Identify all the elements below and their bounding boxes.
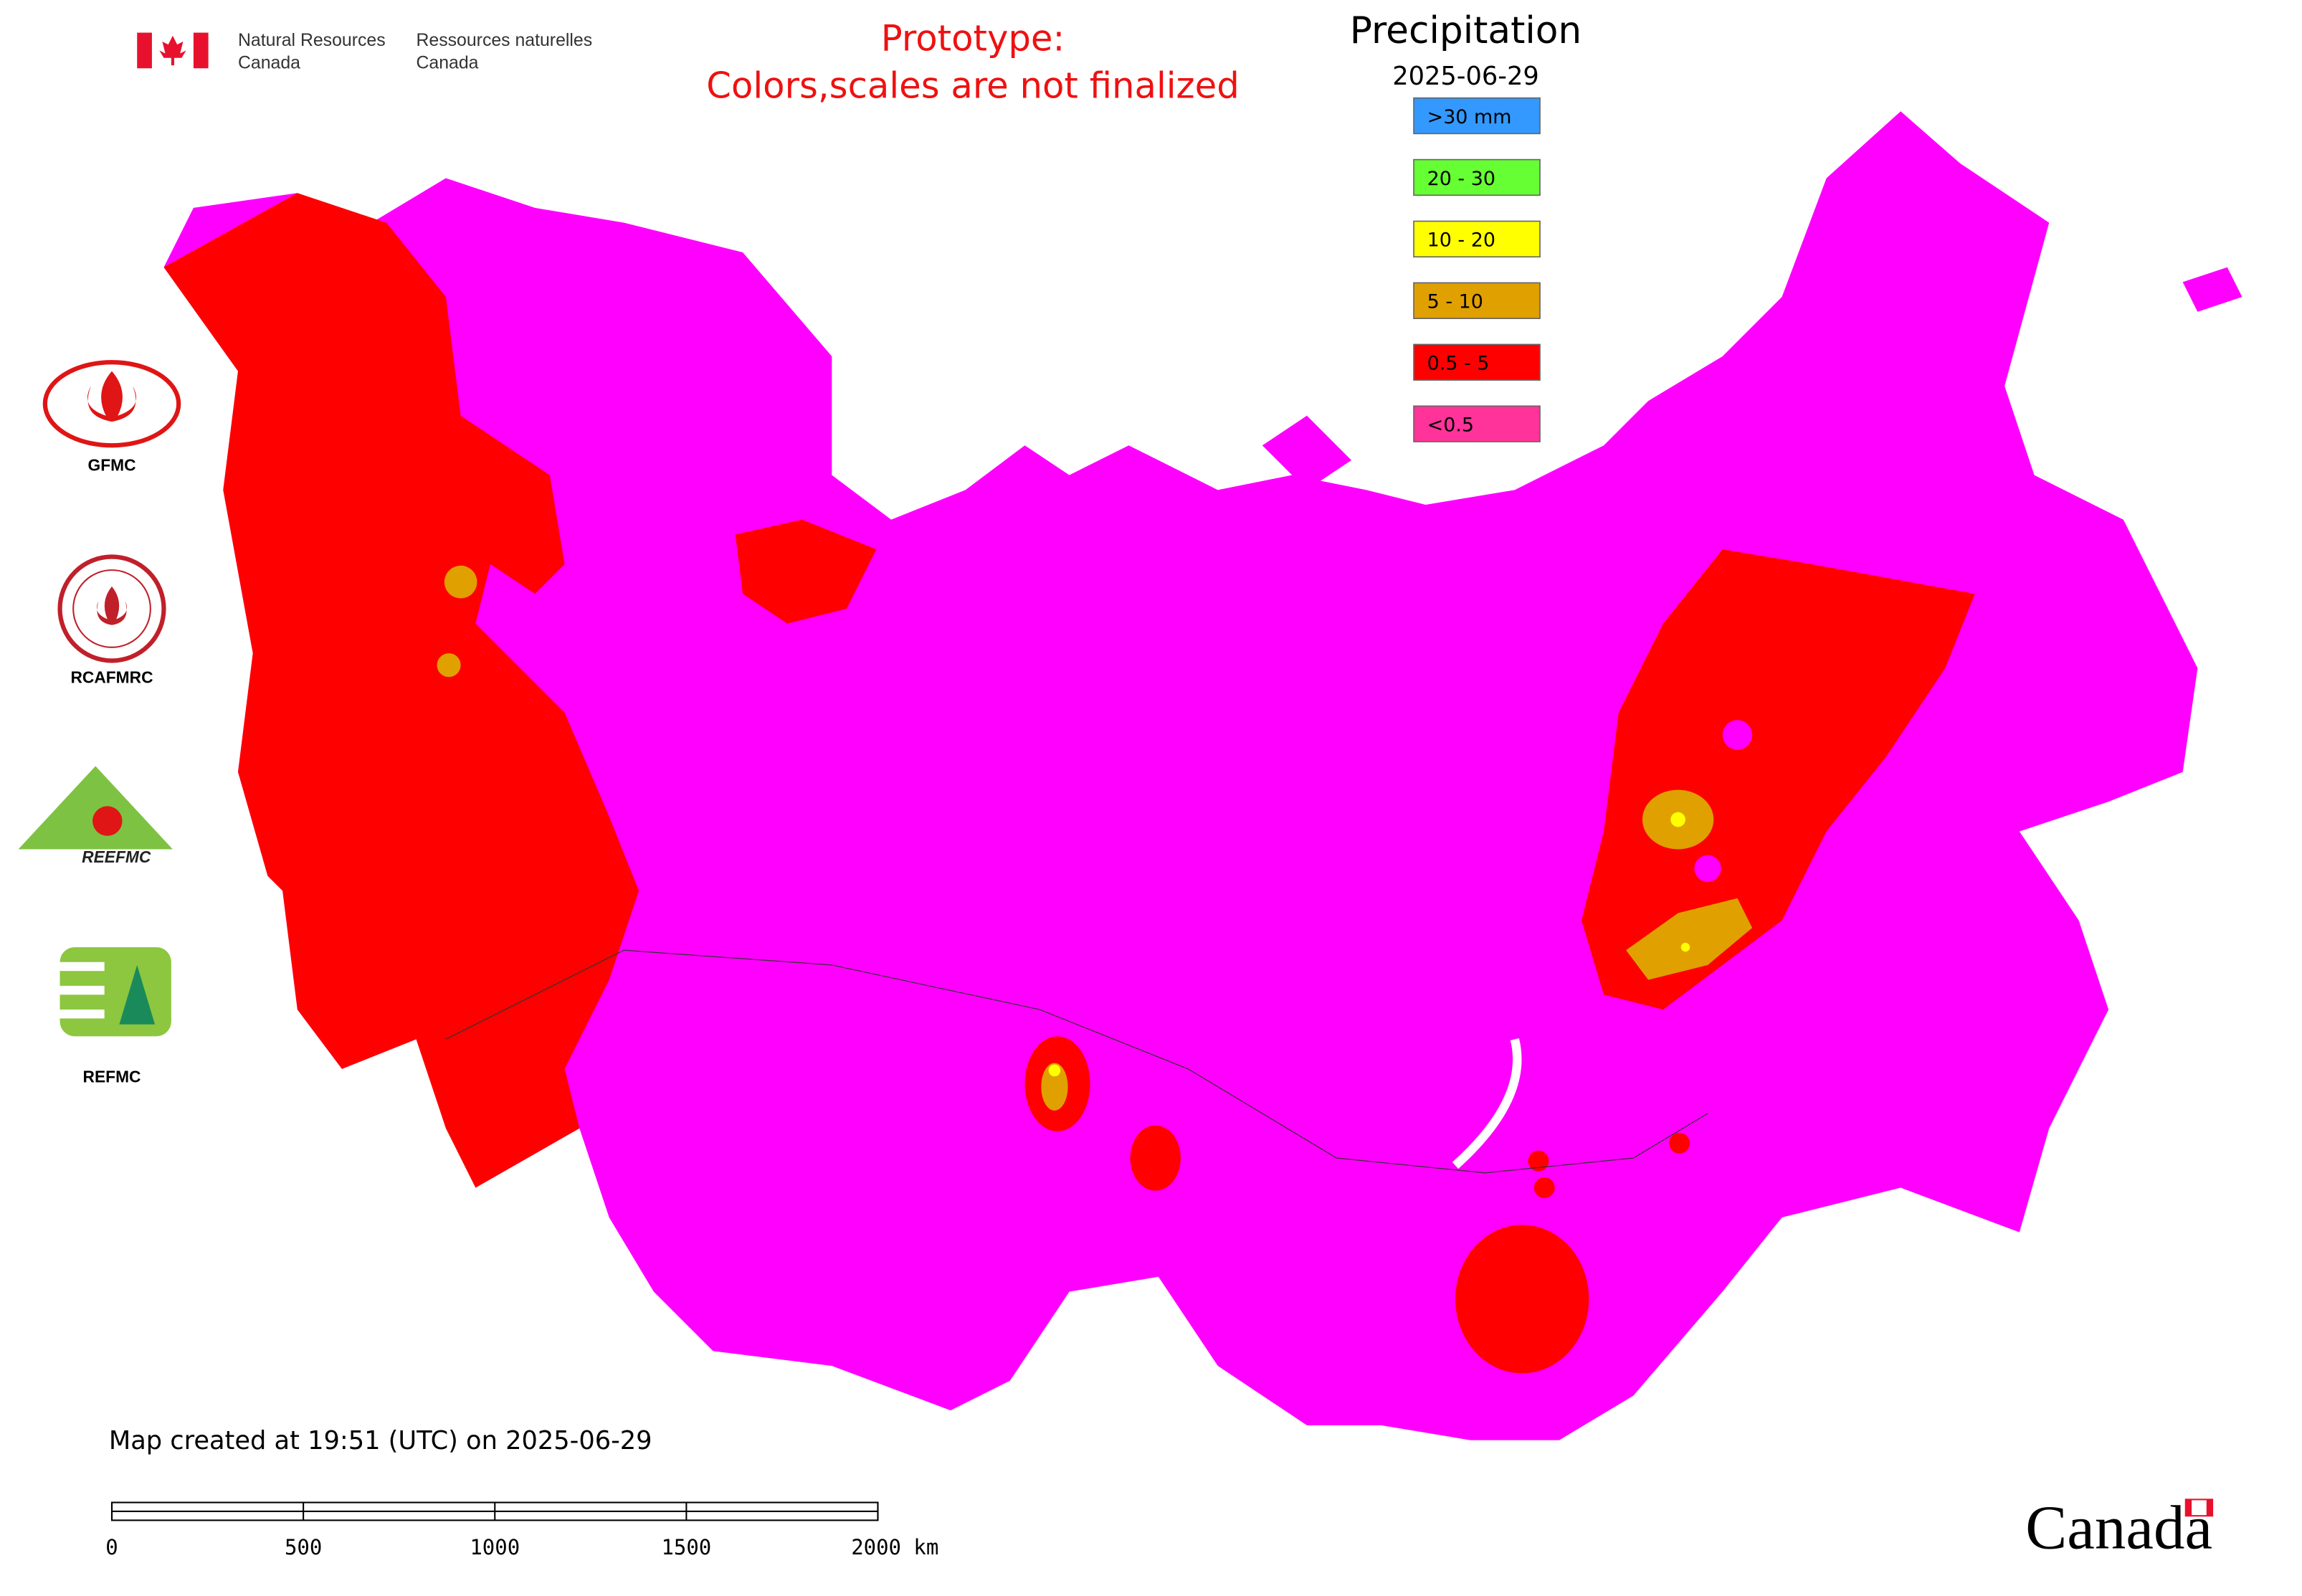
- dry-spot: [1722, 720, 1753, 750]
- refmc-logo: [60, 1010, 105, 1019]
- precip-zone: [437, 653, 461, 678]
- map: [163, 111, 2242, 1440]
- rcafmrc-logo: [97, 586, 128, 625]
- department-name: Natural Resources: [238, 31, 386, 50]
- canada-wordmark: Canada: [2025, 1493, 2212, 1562]
- scale-label: 0: [105, 1535, 118, 1559]
- border: [445, 949, 1708, 1174]
- precip-zone: [1670, 812, 1685, 827]
- department-name: Canada: [417, 53, 479, 72]
- precip-zone: [1582, 549, 1975, 1010]
- legend-swatch: [1413, 220, 1541, 258]
- legend-swatch: [1413, 158, 1541, 196]
- flag-bar: [193, 32, 209, 69]
- legend-title: Precipitation: [1350, 9, 1582, 52]
- wordmark-flag: [2185, 1499, 2192, 1516]
- refmc-logo: [60, 961, 105, 972]
- wordmark-flag: [2206, 1499, 2213, 1516]
- legend-swatch: [1413, 97, 1541, 135]
- refmc-logo: [60, 985, 105, 995]
- precip-zone: [1669, 1132, 1690, 1154]
- precip-zone: [1626, 898, 1753, 980]
- legend: Precipitation 2025-06-29 >30 mm 20 - 30 10…: [1350, 9, 1582, 442]
- legend-swatch: [1413, 405, 1541, 442]
- gfmc-logo-flame: [87, 371, 137, 422]
- department-name: Ressources naturelles: [417, 31, 593, 50]
- legend-date: 2025-06-29: [1392, 62, 1539, 91]
- precip-zone: [1680, 942, 1690, 952]
- land: [163, 111, 2198, 1440]
- dry-spot: [1694, 855, 1721, 882]
- maple-leaf: [159, 35, 186, 66]
- scale-label: 2000 km: [851, 1535, 938, 1559]
- creation-note: Map created at 19:51 (UTC) on 2025-06-29: [109, 1426, 652, 1455]
- precip-zone: [1528, 1150, 1549, 1172]
- legend-label: 0.5 - 5: [1427, 353, 1490, 375]
- legend-swatch: [1413, 282, 1541, 319]
- scale-label: 500: [285, 1535, 322, 1559]
- precip-zone: [444, 565, 477, 599]
- partner-logos: GFMC RCAFMRC REEFMC REFMC: [18, 360, 181, 1086]
- precip-zone: [1130, 1125, 1181, 1191]
- legend-label: 10 - 20: [1427, 229, 1495, 252]
- legend-label: >30 mm: [1427, 106, 1512, 128]
- precip-zone: [1533, 1177, 1555, 1199]
- precip-zone: [163, 193, 639, 1188]
- precip-zone: [735, 519, 877, 624]
- precip-zone: [1048, 1064, 1061, 1077]
- partner-label: REEFMC: [82, 847, 151, 866]
- legend-label: 5 - 10: [1427, 291, 1483, 313]
- government-signature: Natural Resources Canada Ressources natu…: [137, 31, 592, 72]
- precip-zone: [1041, 1063, 1068, 1111]
- flag-bar: [137, 32, 152, 69]
- partner-label: GFMC: [87, 455, 135, 474]
- precip-zone: [1455, 1225, 1589, 1374]
- reefmc-logo: [18, 766, 173, 850]
- legend-label: <0.5: [1427, 414, 1474, 437]
- scale-label: 1000: [470, 1535, 520, 1559]
- lake-baikal: [1452, 1037, 1522, 1169]
- scale-bar: 0 500 1000 1500 2000 km: [105, 1501, 938, 1559]
- gfmc-logo: [42, 360, 181, 448]
- notice: Prototype:: [881, 17, 1065, 59]
- rcafmrc-logo: [72, 569, 151, 648]
- legend-label: 20 - 30: [1427, 168, 1495, 190]
- scale-label: 1500: [661, 1535, 711, 1559]
- department-name: Canada: [238, 53, 300, 72]
- notice: Colors,scales are not finalized: [706, 65, 1239, 107]
- partner-label: RCAFMRC: [70, 668, 153, 687]
- reefmc-logo: [92, 806, 123, 836]
- legend-swatch: [1413, 343, 1541, 381]
- partner-label: REFMC: [83, 1068, 141, 1086]
- refmc-logo: [119, 964, 156, 1025]
